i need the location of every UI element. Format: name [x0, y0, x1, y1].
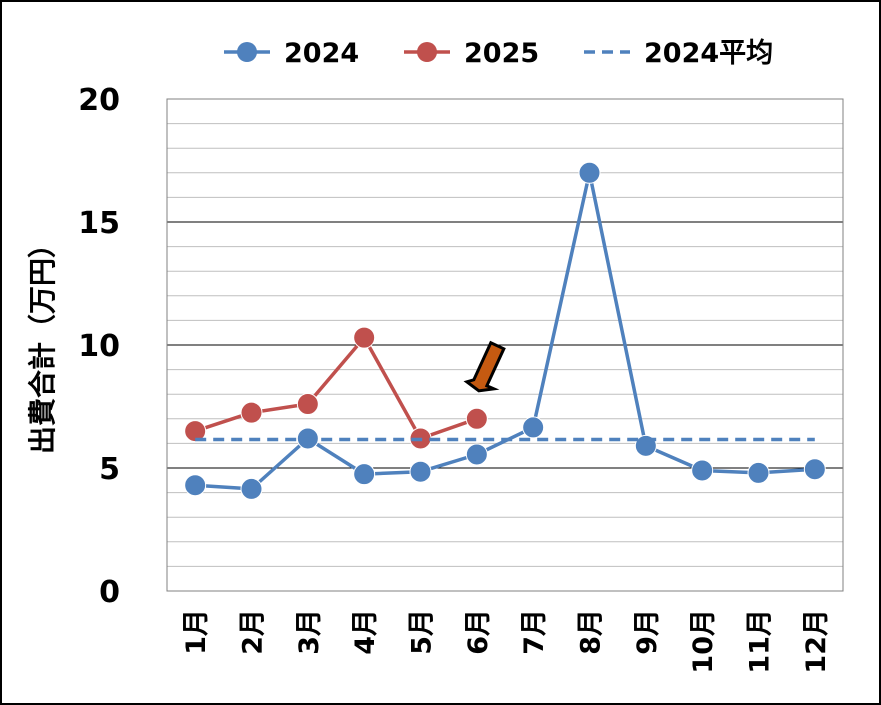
y-tick-labels: 0 5 10 15 20	[78, 83, 120, 610]
x-tick-label: 5月	[407, 609, 438, 655]
data-point-2024	[409, 460, 432, 483]
x-tick-label: 8月	[576, 609, 607, 655]
annotation-arrow	[463, 340, 506, 393]
series-line-2024	[195, 171, 815, 491]
data-point-2024	[578, 161, 601, 184]
y-tick-label: 0	[99, 575, 120, 610]
data-point-2024	[465, 443, 488, 466]
x-tick-label: 7月	[519, 609, 550, 655]
legend-label-2024平均: 2024平均	[644, 38, 773, 69]
gridlines	[166, 98, 844, 592]
x-tick-label: 9月	[632, 609, 663, 655]
data-point-2025	[353, 326, 376, 349]
plot-area-border	[166, 98, 844, 592]
legend-marker-2025	[417, 42, 437, 62]
series-line-2025	[194, 335, 478, 441]
x-tick-label: 1月	[181, 609, 212, 655]
x-tick-label: 2月	[238, 609, 269, 655]
x-tick-labels: 1月 2月 3月 4月 5月 6月 7月 8月 9月 10月 11月 12月	[181, 609, 832, 674]
data-point-2024	[240, 477, 263, 500]
data-point-2025	[240, 401, 263, 424]
y-axis-label: 出費合計（万円）	[26, 230, 59, 454]
legend-marker-2024	[237, 42, 257, 62]
legend-label-2025: 2025	[464, 38, 539, 69]
data-point-2025	[296, 393, 319, 416]
data-point-2025	[465, 407, 488, 430]
x-tick-label: 11月	[745, 609, 776, 674]
data-point-2024	[522, 416, 545, 439]
y-tick-label: 20	[78, 83, 120, 118]
x-tick-label: 10月	[688, 609, 719, 674]
x-tick-label: 4月	[350, 609, 381, 655]
data-point-2024	[691, 459, 714, 482]
series-layer	[184, 161, 826, 500]
x-tick-label: 3月	[294, 609, 325, 655]
legend: 2024 2025 2024平均	[224, 38, 773, 69]
y-tick-label: 10	[78, 329, 120, 364]
data-point-2025	[184, 420, 207, 443]
data-point-2024	[747, 461, 770, 484]
x-tick-label: 12月	[801, 609, 832, 674]
data-point-2024	[353, 463, 376, 486]
data-point-2024	[184, 474, 207, 497]
annotations	[463, 340, 506, 393]
x-tick-label: 6月	[463, 609, 494, 655]
legend-label-2024: 2024	[284, 38, 359, 69]
y-tick-label: 15	[78, 206, 120, 241]
data-point-2024	[803, 458, 826, 481]
y-tick-label: 5	[99, 452, 120, 487]
